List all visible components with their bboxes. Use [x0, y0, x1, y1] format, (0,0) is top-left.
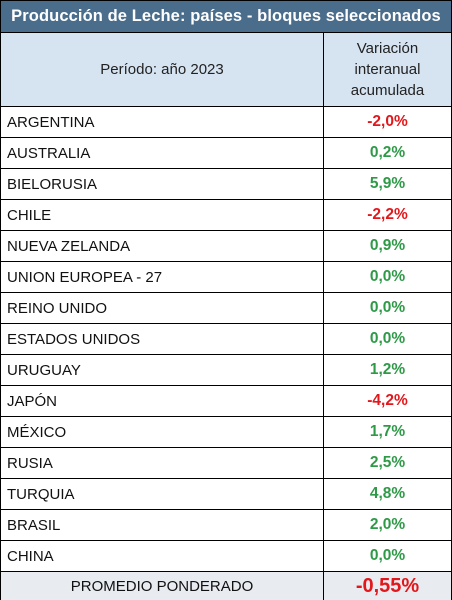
table-row: JAPÓN -4,2% — [1, 386, 451, 417]
variation-value: 0,0% — [369, 299, 406, 316]
table-row: TURQUIA 4,8% — [1, 479, 451, 510]
country-label: JAPÓN — [1, 386, 324, 416]
country-label: UNION EUROPEA - 27 — [1, 262, 324, 292]
variation-value: -4,2% — [367, 392, 408, 409]
table-row: REINO UNIDO 0,0% — [1, 293, 451, 324]
table-row: CHILE -2,2% — [1, 200, 451, 231]
variation-value: 0,0% — [369, 330, 406, 347]
variation-value: 4,8% — [369, 485, 406, 502]
table-row: NUEVA ZELANDA 0,9% — [1, 231, 451, 262]
country-label: AUSTRALIA — [1, 138, 324, 168]
table-row: URUGUAY 1,2% — [1, 355, 451, 386]
country-label: URUGUAY — [1, 355, 324, 385]
variation-value: -2,2% — [367, 206, 408, 223]
weighted-average-value: -0,55% — [355, 574, 420, 597]
country-label: TURQUIA — [1, 479, 324, 509]
table-row: AUSTRALIA 0,2% — [1, 138, 451, 169]
variation-value: 5,9% — [369, 175, 406, 192]
table-header: Período: año 2023 Variación interanual a… — [1, 33, 451, 107]
table-row: CHINA 0,0% — [1, 541, 451, 572]
country-label: CHILE — [1, 200, 324, 230]
period-header: Período: año 2023 — [1, 33, 324, 106]
country-label: NUEVA ZELANDA — [1, 231, 324, 261]
table-body: ARGENTINA -2,0% AUSTRALIA 0,2% BIELORUSIA 5,9… — [1, 107, 451, 572]
table-row: ESTADOS UNIDOS 0,0% — [1, 324, 451, 355]
variation-value: 1,7% — [369, 423, 406, 440]
table-row: RUSIA 2,5% — [1, 448, 451, 479]
weighted-average-label: PROMEDIO PONDERADO — [1, 572, 324, 600]
country-label: MÉXICO — [1, 417, 324, 447]
variation-header-line-1: Variación — [356, 40, 419, 57]
variation-value: 0,9% — [369, 237, 406, 254]
table-row: BIELORUSIA 5,9% — [1, 169, 451, 200]
country-label: BRASIL — [1, 510, 324, 540]
variation-value: 0,2% — [369, 144, 406, 161]
variation-value: 2,0% — [369, 516, 406, 533]
table-row: MÉXICO 1,7% — [1, 417, 451, 448]
table-row: ARGENTINA -2,0% — [1, 107, 451, 138]
variation-value: 0,0% — [369, 547, 406, 564]
table-title: Producción de Leche: países - bloques se… — [1, 1, 451, 33]
variation-header-line-2: interanual — [354, 61, 421, 78]
table-row: UNION EUROPEA - 27 0,0% — [1, 262, 451, 293]
variation-value: 1,2% — [369, 361, 406, 378]
table-row: BRASIL 2,0% — [1, 510, 451, 541]
country-label: BIELORUSIA — [1, 169, 324, 199]
variation-value: 0,0% — [369, 268, 406, 285]
country-label: ESTADOS UNIDOS — [1, 324, 324, 354]
variation-header-line-3: acumulada — [350, 82, 425, 99]
variation-value: 2,5% — [369, 454, 406, 471]
variation-value: -2,0% — [367, 113, 408, 130]
country-label: REINO UNIDO — [1, 293, 324, 323]
variation-header: Variación interanual acumulada — [324, 33, 451, 106]
country-label: ARGENTINA — [1, 107, 324, 137]
country-label: RUSIA — [1, 448, 324, 478]
weighted-average-row: PROMEDIO PONDERADO -0,55% — [1, 572, 451, 600]
country-label: CHINA — [1, 541, 324, 571]
